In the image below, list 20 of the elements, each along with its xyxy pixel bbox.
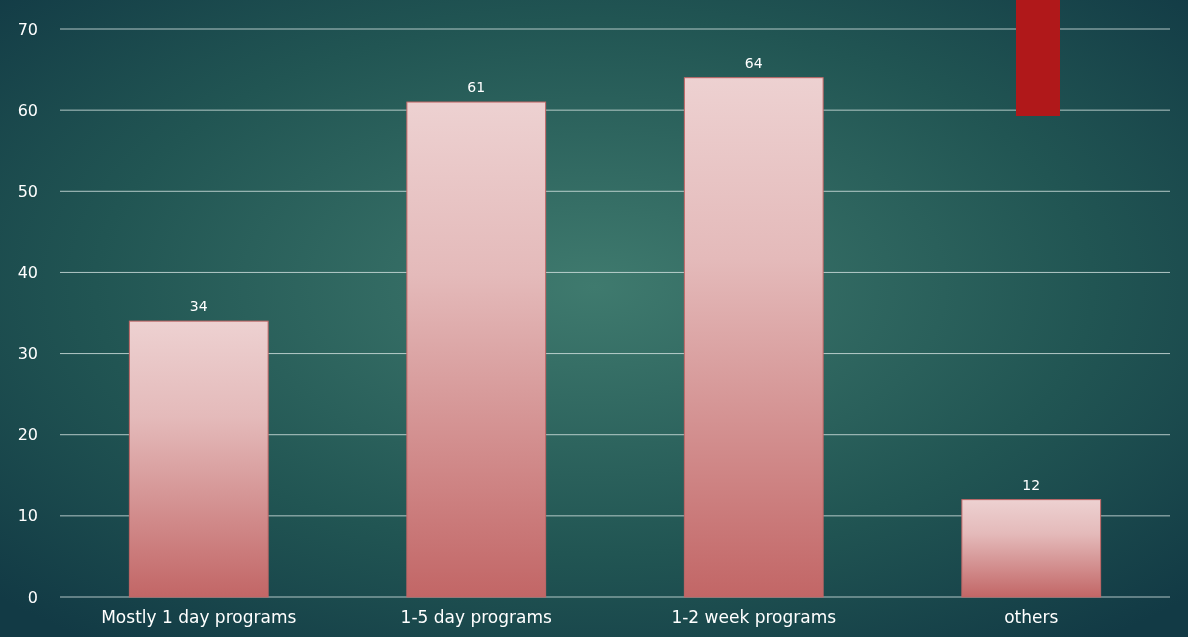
y-tick-label: 30 xyxy=(17,344,38,364)
data-label: 61 xyxy=(467,79,486,96)
y-tick-label: 20 xyxy=(17,425,38,445)
x-tick-label: Mostly 1 day programs xyxy=(101,607,297,627)
y-tick-label: 70 xyxy=(17,19,38,39)
bar xyxy=(128,320,269,598)
y-tick-label: 60 xyxy=(17,100,38,120)
x-tick-label: 1-5 day programs xyxy=(400,607,553,627)
data-label: 64 xyxy=(744,54,763,71)
data-label: 12 xyxy=(1022,476,1041,493)
x-tick-label: 1-2 week programs xyxy=(671,607,837,627)
y-tick-label: 40 xyxy=(17,263,38,283)
data-label: 34 xyxy=(189,298,208,315)
y-tick-label: 10 xyxy=(17,506,38,526)
y-tick-label: 50 xyxy=(17,181,38,201)
bar xyxy=(961,499,1102,598)
bar xyxy=(406,101,547,598)
x-tick-label: others xyxy=(1004,607,1059,627)
bar xyxy=(683,77,824,598)
y-tick-label: 0 xyxy=(27,587,38,607)
